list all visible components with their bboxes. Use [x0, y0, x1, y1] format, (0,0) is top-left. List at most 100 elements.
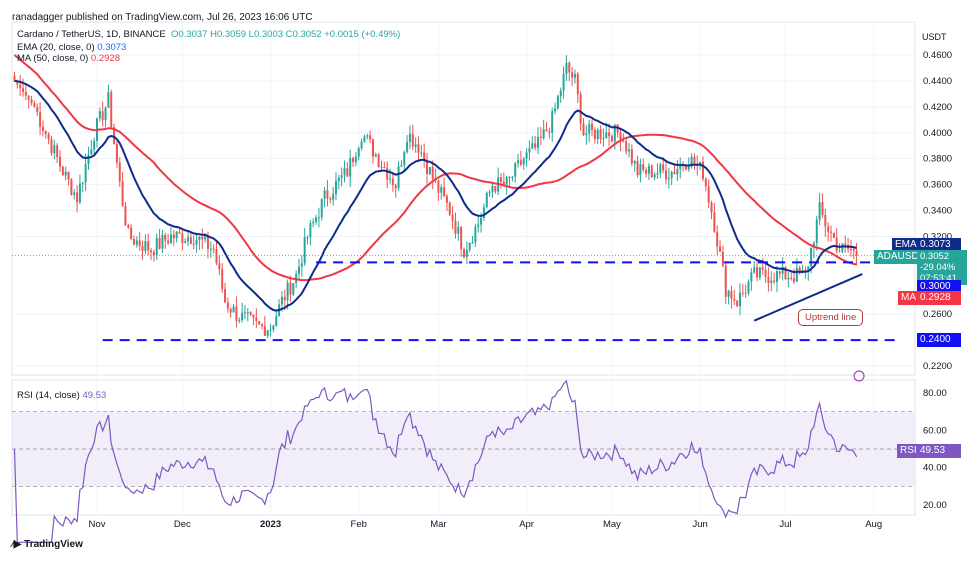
candle-body — [175, 231, 178, 239]
candle-body — [144, 241, 147, 251]
rsi-tick-label: 60.00 — [923, 425, 947, 436]
candle-body — [215, 249, 218, 264]
support-label-0.24: 0.2400 — [917, 333, 961, 347]
events-icon[interactable] — [853, 370, 865, 382]
candle-body — [639, 164, 642, 176]
candle-body — [19, 84, 22, 89]
ema-legend[interactable]: EMA (20, close, 0) 0.3073 — [17, 42, 126, 53]
candle-body — [167, 240, 170, 244]
ma-value: 0.2928 — [90, 53, 120, 64]
candle-body — [340, 175, 343, 178]
candle-body — [431, 166, 434, 180]
candle-body — [232, 306, 235, 313]
candle-body — [534, 143, 537, 148]
candle-body — [41, 126, 44, 131]
candle-body — [767, 276, 770, 283]
candle-body — [84, 164, 87, 183]
ema-20-line — [14, 79, 857, 312]
candle-body — [258, 321, 261, 325]
x-tick-label: Mar — [430, 519, 446, 530]
candle-body — [130, 227, 133, 240]
candle-body — [286, 282, 289, 301]
candle-body — [517, 160, 520, 164]
candle-body — [306, 237, 309, 239]
x-tick-label: Aug — [865, 519, 882, 530]
candle-body — [115, 143, 118, 163]
y-tick-label: 0.3800 — [923, 154, 952, 165]
open-value: O0.3037 — [171, 29, 208, 40]
candle-body — [67, 171, 70, 180]
candle-body — [383, 166, 386, 168]
candle-body — [798, 267, 801, 274]
candle-body — [724, 265, 727, 297]
candle-body — [323, 190, 326, 199]
candle-body — [263, 326, 266, 336]
candle-body — [110, 92, 113, 128]
candle-body — [679, 164, 682, 170]
candle-body — [70, 179, 73, 195]
candle-body — [406, 141, 409, 152]
candle-body — [738, 292, 741, 307]
y-tick-label: 0.3400 — [923, 206, 952, 217]
uptrend-line[interactable] — [753, 273, 863, 322]
candle-body — [27, 95, 30, 100]
candle-body — [591, 123, 594, 130]
candle-body — [568, 62, 571, 73]
candle-body — [721, 251, 724, 266]
brand-name: TradingView — [24, 539, 83, 550]
candle-body — [784, 266, 787, 280]
candle-body — [309, 223, 312, 238]
candle-body — [787, 277, 790, 280]
candle-body — [596, 129, 599, 140]
candle-body — [218, 263, 221, 270]
candle-body — [209, 248, 212, 250]
candle-body — [579, 94, 582, 124]
uptrend-line-annotation[interactable]: Uptrend line — [798, 309, 864, 326]
candle-body — [778, 271, 781, 274]
candle-body — [662, 164, 665, 171]
candle-body — [539, 136, 542, 139]
candle-body — [514, 163, 517, 177]
candle-body — [451, 214, 454, 221]
ma-legend[interactable]: MA (50, close, 0) 0.2928 — [17, 53, 120, 64]
candle-body — [50, 139, 53, 154]
candle-body — [710, 202, 713, 213]
candle-body — [16, 80, 19, 85]
candle-body — [161, 235, 164, 249]
x-tick-label: Nov — [89, 519, 106, 530]
candle-body — [770, 280, 773, 283]
candle-body — [394, 185, 397, 189]
rsi-tick-label: 80.00 — [923, 388, 947, 399]
candle-body — [676, 169, 679, 175]
candle-body — [528, 148, 531, 153]
candle-body — [189, 237, 192, 244]
candle-body — [511, 176, 514, 178]
candle-body — [491, 186, 494, 192]
candle-body — [665, 170, 667, 180]
y-tick-label: 0.4600 — [923, 50, 952, 61]
candle-body — [645, 169, 648, 174]
tradingview-logo[interactable]: ⁄▶ TradingView — [12, 539, 83, 550]
candle-body — [437, 180, 440, 193]
rsi-tick-label: 40.00 — [923, 463, 947, 474]
candle-body — [633, 160, 636, 164]
rsi-legend[interactable]: RSI (14, close) 49.53 — [17, 390, 106, 401]
change-value: +0.0015 (+0.49%) — [324, 29, 401, 40]
candle-body — [56, 145, 59, 158]
candle-body — [289, 282, 292, 295]
candle-body — [622, 141, 625, 143]
rsi-value: 49.53 — [82, 390, 107, 401]
candle-body — [630, 149, 633, 164]
candle-body — [243, 312, 246, 314]
symbol-name[interactable]: Cardano / TetherUS, 1D, BINANCE — [17, 29, 166, 40]
candle-body — [460, 226, 463, 250]
candle-body — [206, 235, 209, 249]
candle-body — [815, 219, 818, 244]
price-pane — [11, 21, 916, 376]
candle-body — [275, 316, 278, 326]
candle-body — [363, 136, 366, 142]
candle-body — [613, 124, 616, 142]
candle-body — [667, 177, 670, 180]
